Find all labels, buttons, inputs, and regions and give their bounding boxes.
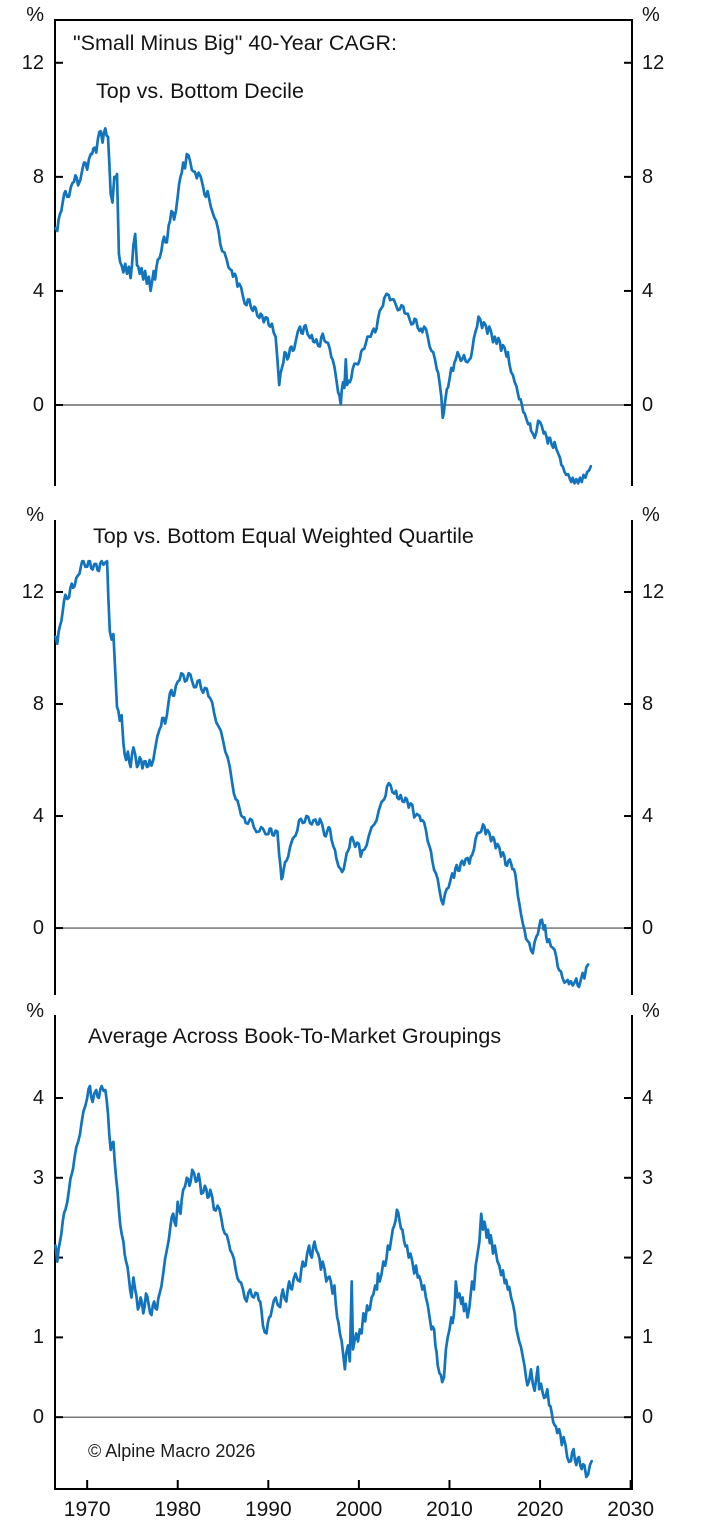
panel1-ytick-label-left: 12 <box>21 51 44 74</box>
panel1-title: "Small Minus Big" 40-Year CAGR: <box>73 31 397 55</box>
panel3-ytick-label-left: 4 <box>32 1086 44 1109</box>
panel3-ytick-label-right: 3 <box>642 1166 654 1189</box>
panel2-ytick-label-left: 8 <box>32 693 44 715</box>
panel3-ytick-label-right: 2 <box>642 1246 654 1269</box>
panel3-data-line <box>54 1084 594 1479</box>
panel1-ytick-label-left: 0 <box>32 394 44 416</box>
panel3-ytick-label-left: 0 <box>32 1406 44 1429</box>
panel2-ytick-label-right: 0 <box>642 917 654 940</box>
panel3-title: Average Across Book-To-Market Groupings <box>88 1024 502 1048</box>
panel3-ytick-label-left: 2 <box>32 1246 44 1269</box>
x-tick-label: 1980 <box>154 1498 202 1521</box>
x-tick-label: 2010 <box>426 1498 473 1521</box>
panel2-ytick-label-right: 8 <box>642 693 654 715</box>
panel1-ytick-label-left: 4 <box>32 279 44 302</box>
panel2-title: Top vs. Bottom Equal Weighted Quartile <box>93 524 474 548</box>
x-tick-label: 1990 <box>244 1498 292 1521</box>
panel3-ytick-label-left: 1 <box>32 1326 44 1349</box>
panel1-data-line <box>54 127 593 485</box>
panel1-ytick-label-right: 8 <box>642 165 654 188</box>
panel2-ytick-label-right: 4 <box>642 805 654 828</box>
panel2-data-line <box>54 559 590 989</box>
panel3-unit-label-right: % <box>642 1000 660 1022</box>
x-tick-label: 2000 <box>335 1498 383 1521</box>
panel2-ytick-label-right: 12 <box>642 580 665 603</box>
panel3-ytick-label-left: 3 <box>32 1166 44 1189</box>
panel1-unit-label-right: % <box>642 4 660 26</box>
panel3-unit-label-left: % <box>26 1000 44 1022</box>
panel1-unit-label-left: % <box>26 4 44 26</box>
copyright-note: © Alpine Macro 2026 <box>88 1441 256 1461</box>
panel2-ytick-label-left: 0 <box>32 917 44 940</box>
panel1-ytick-label-right: 0 <box>642 394 654 416</box>
panel1-ytick-label-right: 4 <box>642 279 654 302</box>
panel2-ytick-label-left: 12 <box>21 580 44 603</box>
panel2-ytick-label-left: 4 <box>32 805 44 828</box>
x-tick-label: 2030 <box>607 1498 654 1521</box>
panel3-ytick-label-right: 1 <box>642 1326 654 1349</box>
panel3-ytick-label-right: 4 <box>642 1086 654 1109</box>
panel2-unit-label-right: % <box>642 504 660 526</box>
x-tick-label: 1970 <box>63 1498 111 1521</box>
panel3-ytick-label-right: 0 <box>642 1406 654 1429</box>
panel1-ytick-label-right: 12 <box>642 51 665 74</box>
x-tick-label: 2020 <box>516 1498 564 1521</box>
panel1-ytick-label-left: 8 <box>32 165 44 188</box>
panel2-unit-label-left: % <box>26 504 44 526</box>
panel1-subtitle: Top vs. Bottom Decile <box>96 79 304 103</box>
